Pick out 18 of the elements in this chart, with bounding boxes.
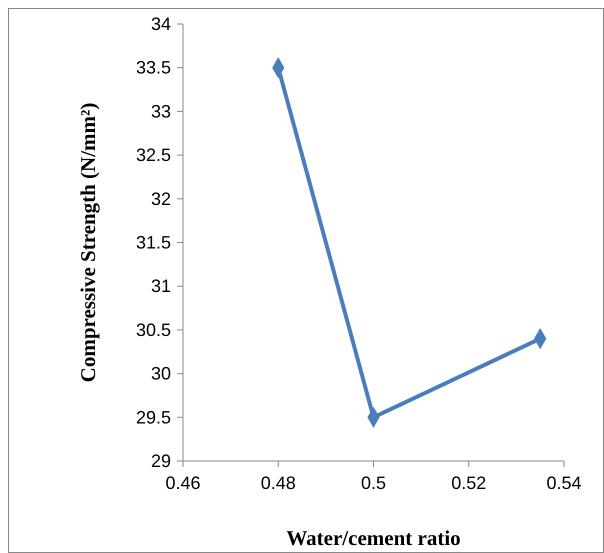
y-tick-label: 29 [150, 451, 171, 471]
y-tick-label: 33 [150, 101, 171, 122]
x-tick-label: 0.54 [546, 473, 582, 493]
x-tick-label: 0.48 [260, 473, 296, 493]
y-tick-label: 32.5 [136, 145, 171, 166]
y-tick-label: 30.5 [136, 320, 171, 340]
y-axis-title: Compressive Strength (N/mm²) [76, 102, 100, 382]
y-tick-label: 32 [150, 188, 171, 209]
y-tick-label: 31.5 [136, 232, 171, 252]
y-tick-label: 29.5 [136, 407, 171, 428]
x-tick-label: 0.52 [451, 473, 486, 493]
y-tick-label: 31 [150, 276, 171, 296]
x-tick-label: 0.5 [360, 473, 386, 493]
x-axis-title: Water/cement ratio [286, 526, 461, 550]
y-tick-label: 30 [150, 364, 171, 384]
y-tick-label: 34 [150, 14, 171, 34]
x-tick-label: 0.46 [165, 473, 201, 493]
y-tick-label: 33.5 [136, 58, 171, 78]
